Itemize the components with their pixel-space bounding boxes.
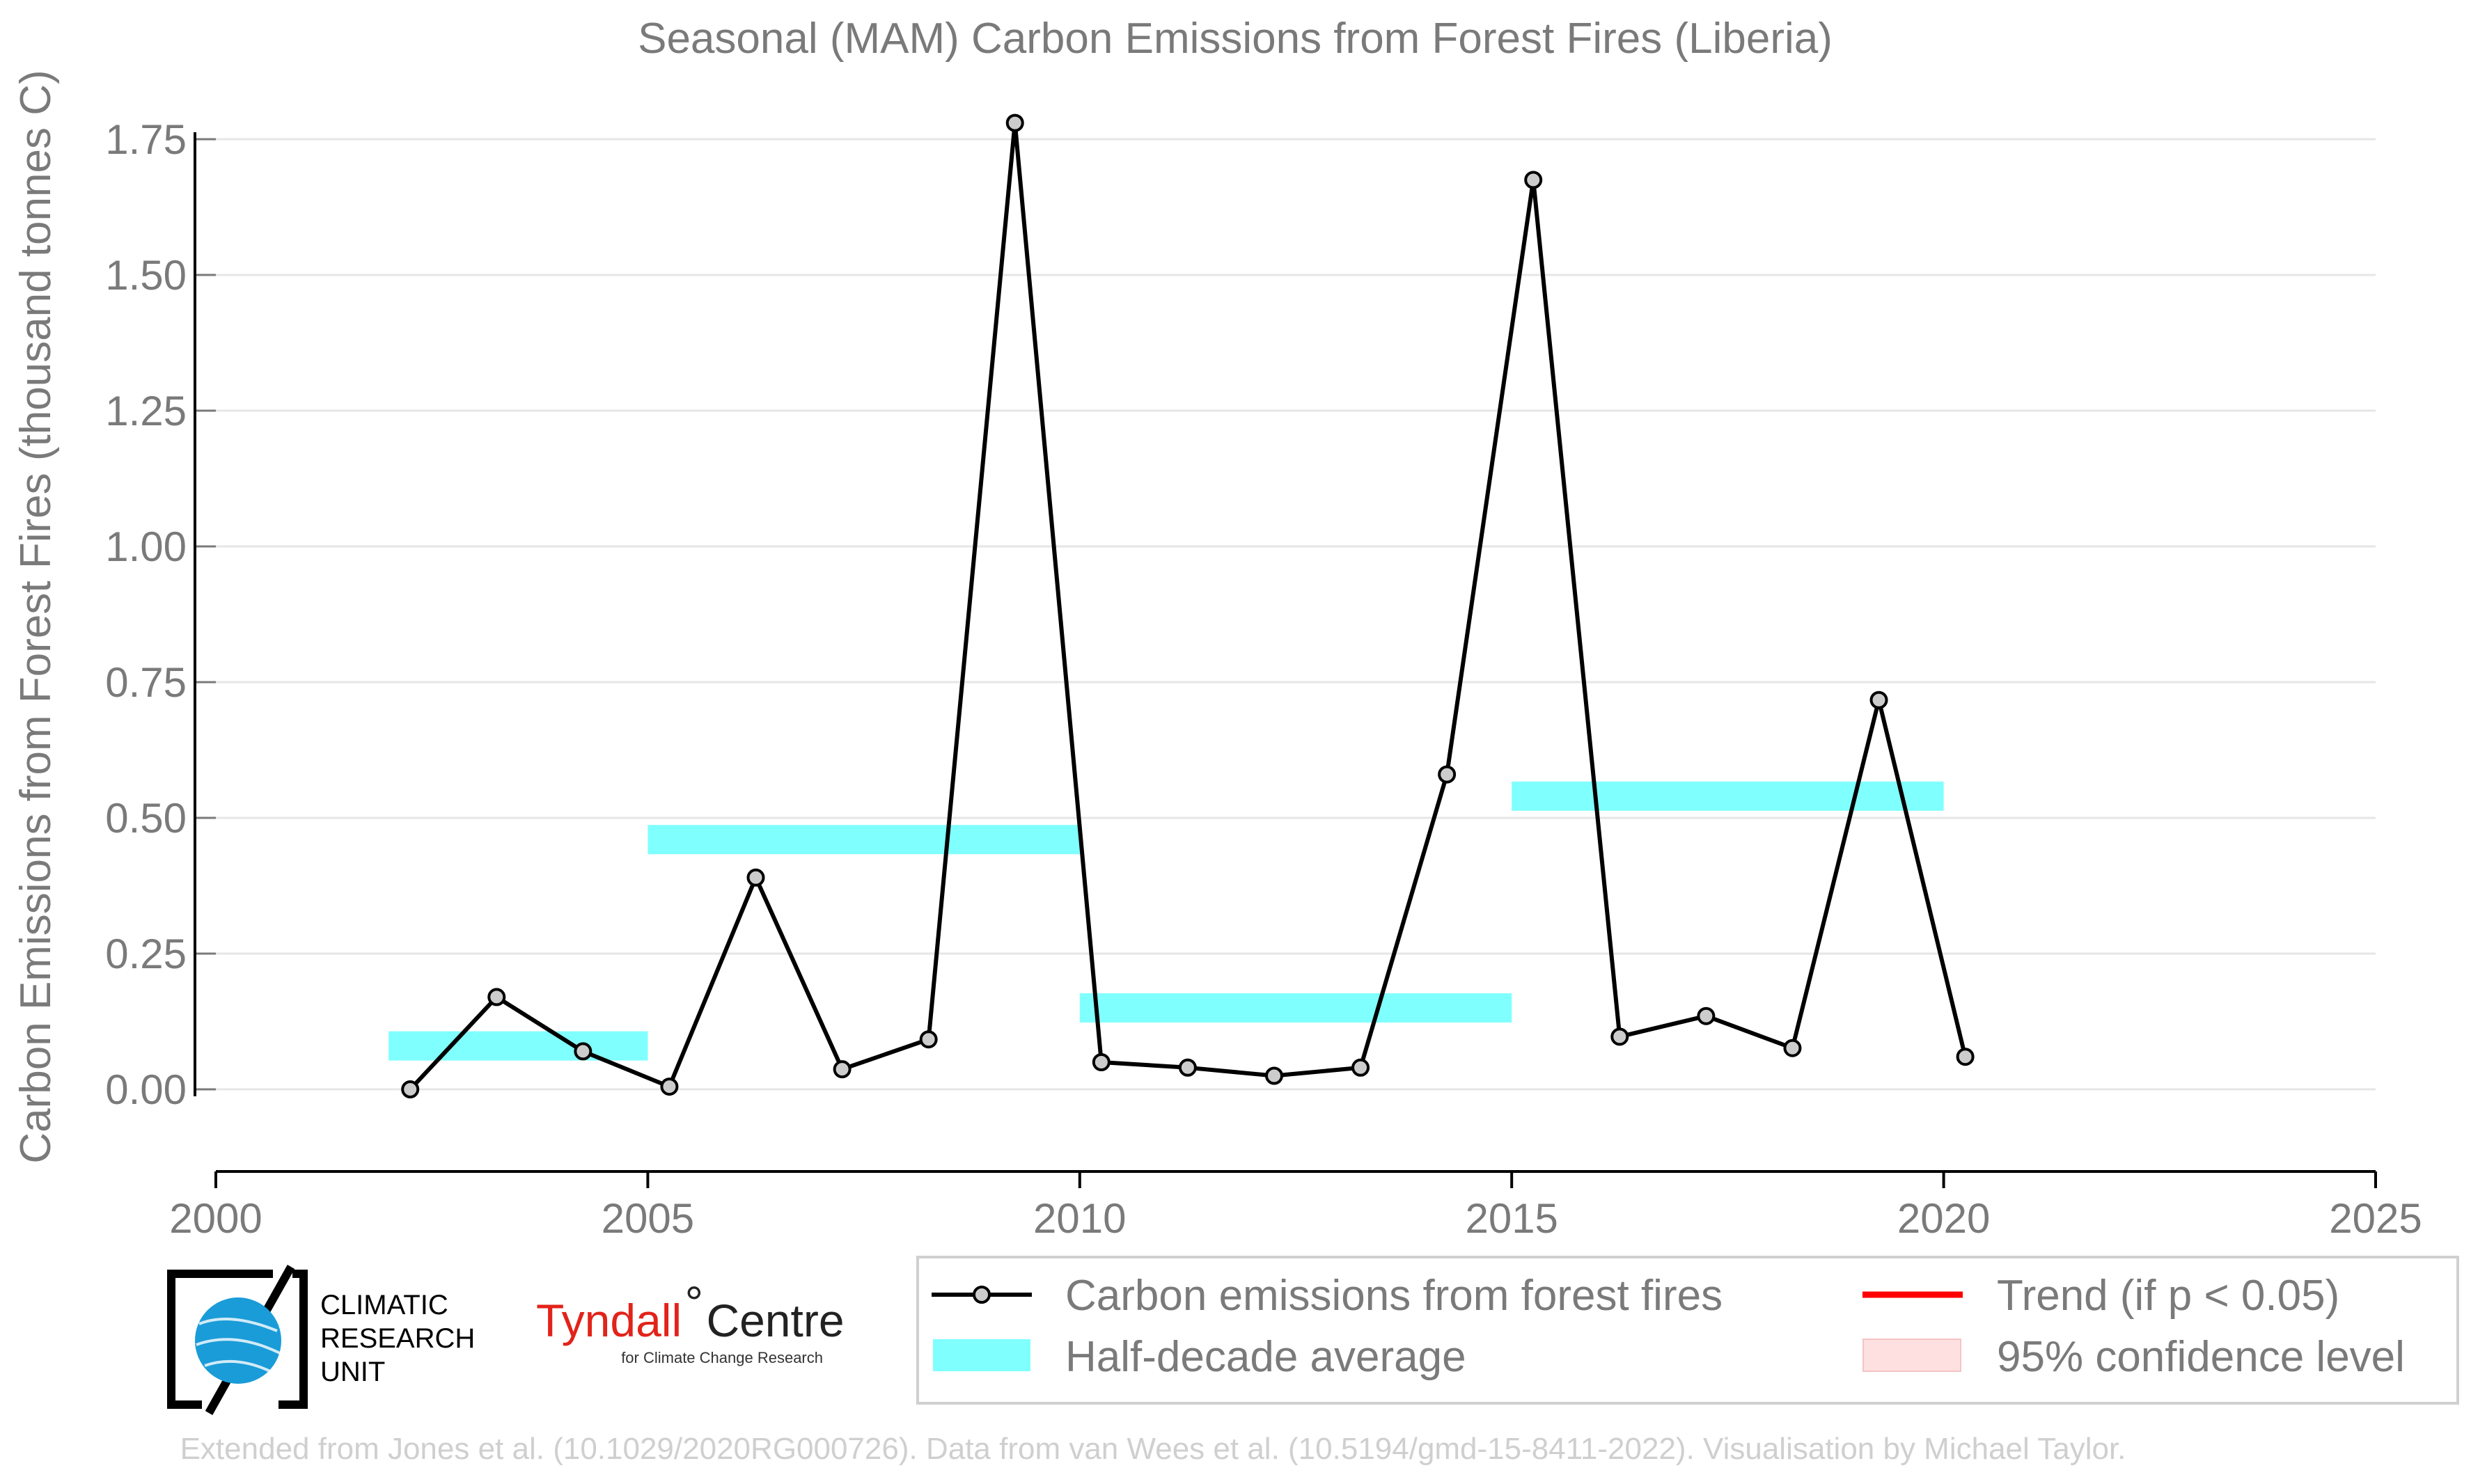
axes <box>194 132 2377 1188</box>
cru-logo-line-3: UNIT <box>320 1357 385 1387</box>
cru-logo-frame <box>167 1270 308 1409</box>
y-tick-labels: 0.00 0.25 0.50 0.75 1.00 1.25 1.50 1.75 <box>105 116 187 1113</box>
x-tick-label: 2010 <box>1033 1195 1126 1242</box>
cru-logo-line-1: CLIMATIC <box>320 1290 448 1320</box>
emissions-point <box>1783 1039 1802 1057</box>
legend-box <box>916 1256 2459 1405</box>
emissions-series <box>401 113 1975 1098</box>
emissions-point <box>746 868 765 887</box>
x-tick-label: 2025 <box>2329 1195 2422 1242</box>
half-decade-average-bars <box>389 781 1944 1061</box>
emissions-point <box>401 1080 420 1098</box>
emissions-point <box>833 1060 852 1079</box>
half-decade-average-bar <box>648 825 1080 855</box>
legend-label-confidence: 95% confidence level <box>1997 1333 2405 1381</box>
x-tick-label: 2000 <box>169 1195 262 1242</box>
emissions-point <box>1610 1027 1629 1046</box>
svg-text:Tyndall ° Centre: Tyndall ° Centre <box>536 1277 845 1346</box>
cru-logo-line-2: RESEARCH <box>320 1323 475 1354</box>
chart-title: Seasonal (MAM) Carbon Emissions from For… <box>638 15 1833 63</box>
legend-average-swatch <box>933 1339 1030 1371</box>
emissions-line <box>409 120 1968 1091</box>
emissions-point <box>1178 1058 1197 1077</box>
emissions-point <box>1956 1048 1975 1066</box>
emissions-point <box>1438 765 1457 784</box>
x-tick-labels: 2000 2005 2010 2015 2020 2025 <box>169 1195 2422 1242</box>
x-tick-label: 2005 <box>602 1195 694 1242</box>
emissions-point <box>1005 113 1024 132</box>
y-tick-label: 0.25 <box>105 931 187 977</box>
x-tick-label: 2015 <box>1465 1195 1558 1242</box>
y-tick-label: 1.50 <box>105 252 187 299</box>
globe-icon-lines <box>196 1317 281 1374</box>
emissions-point <box>919 1030 938 1049</box>
y-tick-label: 1.25 <box>105 388 187 434</box>
half-decade-average-bar <box>389 1031 648 1061</box>
tyndall-logo-degree: ° <box>685 1277 703 1328</box>
y-tick-label: 1.00 <box>105 523 187 570</box>
x-tick-label: 2020 <box>1897 1195 1990 1242</box>
tyndall-logo-centre: Centre <box>706 1295 844 1346</box>
tyndall-logo-subtitle: for Climate Change Research <box>621 1349 823 1366</box>
y-axis-label: Carbon Emissions from Forest Fires (thou… <box>12 70 60 1163</box>
legend: Carbon emissions from forest fires Trend… <box>916 1256 2459 1405</box>
legend-label-trend: Trend (if p < 0.05) <box>1997 1272 2339 1320</box>
emissions-point <box>1092 1053 1111 1071</box>
footer-credits: Extended from Jones et al. (10.1029/2020… <box>180 1432 2126 1466</box>
emissions-point <box>1869 690 1888 709</box>
y-tick-label: 0.75 <box>105 659 187 706</box>
emissions-point <box>1524 171 1543 189</box>
legend-marker-swatch <box>973 1286 991 1304</box>
tyndall-logo-name: Tyndall <box>536 1295 682 1346</box>
legend-label-average: Half-decade average <box>1065 1333 1466 1381</box>
half-decade-average-bar <box>1079 993 1512 1023</box>
y-tick-label: 0.50 <box>105 795 187 842</box>
emissions-point <box>487 988 506 1007</box>
gridlines <box>195 138 2376 1091</box>
emissions-point <box>1351 1058 1370 1077</box>
legend-label-emissions: Carbon emissions from forest fires <box>1065 1272 1723 1320</box>
y-tick-label: 1.75 <box>105 116 187 163</box>
emissions-point <box>1264 1066 1283 1085</box>
half-decade-average-bar <box>1512 781 1944 811</box>
cru-logo: CLIMATIC RESEARCH UNIT <box>167 1265 475 1415</box>
y-tick-label: 0.00 <box>105 1066 187 1113</box>
emissions-point <box>660 1078 679 1096</box>
emissions-point <box>1697 1007 1716 1025</box>
tyndall-logo: Tyndall ° Centre for Climate Change Rese… <box>536 1277 845 1366</box>
emissions-point <box>574 1042 593 1061</box>
legend-confidence-swatch <box>1862 1339 1961 1372</box>
